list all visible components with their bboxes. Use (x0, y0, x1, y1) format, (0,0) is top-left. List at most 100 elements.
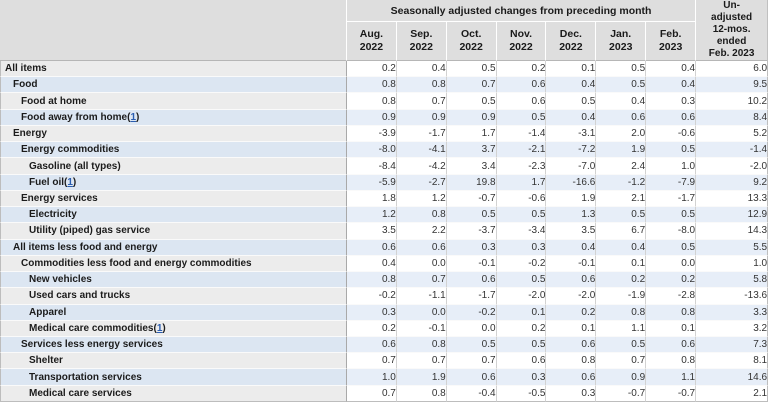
value-cell: -2.0 (546, 288, 597, 305)
value-cell: 0.8 (396, 77, 447, 94)
value-cell: 0.8 (396, 385, 447, 402)
value-cell: 0.5 (446, 61, 497, 78)
footnote-link[interactable]: 1 (67, 176, 73, 188)
value-cell: 5.2 (696, 125, 768, 143)
value-cell: -0.7 (596, 385, 647, 402)
value-cell: 0.4 (396, 61, 447, 78)
value-cell: 3.3 (696, 304, 768, 321)
value-cell: 0.5 (496, 109, 547, 126)
value-cell: -1.7 (396, 125, 447, 143)
value-cell: 2.0 (596, 125, 647, 143)
row-label: Energy (0, 125, 347, 143)
row-label: Medical care commodities(1) (0, 320, 347, 337)
value-cell: -2.0 (696, 158, 768, 175)
value-cell: -0.2 (496, 255, 547, 273)
month-column-header: Feb. 2023 (646, 22, 697, 61)
value-cell: -7.0 (546, 158, 597, 175)
value-cell: 0.1 (546, 61, 597, 78)
table-row: New vehicles 0.8 0.7 0.6 0.5 0.6 0.2 0.2 5.8 (0, 272, 768, 289)
month-column-header: Sep. 2022 (396, 22, 447, 61)
value-cell: -0.2 (347, 288, 397, 305)
value-cell: -3.9 (347, 125, 397, 143)
value-cell: 10.2 (696, 93, 768, 110)
value-cell: 2.1 (696, 385, 768, 402)
value-cell: 0.6 (546, 369, 597, 386)
value-cell: 0.4 (546, 77, 597, 94)
value-cell: 0.7 (446, 353, 497, 370)
value-cell: -2.3 (496, 158, 547, 175)
month-column-header: Dec. 2022 (546, 22, 597, 61)
table-row: Shelter 0.7 0.7 0.7 0.6 0.8 0.7 0.8 8.1 (0, 353, 768, 370)
value-cell: -7.2 (546, 142, 597, 159)
value-cell: 0.5 (446, 336, 497, 354)
value-cell: 0.0 (396, 304, 447, 321)
value-cell: -1.9 (596, 288, 647, 305)
value-cell: 13.3 (696, 190, 768, 208)
value-cell: 0.8 (646, 304, 697, 321)
value-cell: 3.7 (446, 142, 497, 159)
value-cell: 1.9 (546, 190, 597, 208)
value-cell: 0.6 (446, 272, 497, 289)
value-cell: 14.3 (696, 223, 768, 240)
value-cell: -1.2 (596, 174, 647, 191)
table-row: Energy commodities -8.0 -4.1 3.7 -2.1 -7.2 1.9… (0, 142, 768, 159)
value-cell: 0.6 (646, 336, 697, 354)
value-cell: 2.1 (596, 190, 647, 208)
value-cell: 0.8 (546, 353, 597, 370)
value-cell: 0.5 (446, 207, 497, 224)
value-cell: 1.0 (696, 255, 768, 273)
value-cell: 5.5 (696, 239, 768, 256)
value-cell: -2.8 (646, 288, 697, 305)
value-cell: -8.0 (646, 223, 697, 240)
value-cell: 0.3 (446, 239, 497, 256)
value-cell: 0.9 (446, 109, 497, 126)
value-cell: -2.0 (496, 288, 547, 305)
value-cell: 14.6 (696, 369, 768, 386)
value-cell: 0.4 (646, 61, 697, 78)
value-cell: 0.8 (347, 77, 397, 94)
row-label: Services less energy services (0, 336, 347, 354)
value-cell: 0.6 (396, 239, 447, 256)
value-cell: 0.8 (396, 336, 447, 354)
value-cell: 0.6 (496, 353, 547, 370)
value-cell: 0.0 (646, 255, 697, 273)
row-label: All items less food and energy (0, 239, 347, 256)
value-cell: 0.5 (446, 93, 497, 110)
value-cell: -2.7 (396, 174, 447, 191)
table-row: Used cars and trucks -0.2 -1.1 -1.7 -2.0 -2.0… (0, 288, 768, 305)
value-cell: 3.5 (347, 223, 397, 240)
value-cell: 0.5 (646, 142, 697, 159)
value-cell: -0.4 (446, 385, 497, 402)
value-cell: 0.2 (496, 320, 547, 337)
row-label: New vehicles (0, 272, 347, 289)
value-cell: -7.9 (646, 174, 697, 191)
value-cell: 0.1 (496, 304, 547, 321)
row-label: Transportation services (0, 369, 347, 386)
seasonally-adjusted-header: Seasonally adjusted changes from precedi… (347, 0, 697, 22)
value-cell: 0.8 (596, 304, 647, 321)
footnote-link[interactable]: 1 (156, 322, 163, 334)
value-cell: 0.1 (646, 320, 697, 337)
value-cell: 0.8 (646, 353, 697, 370)
value-cell: -2.1 (496, 142, 547, 159)
table-row: All items less food and energy 0.6 0.6 0.3 0… (0, 239, 768, 256)
value-cell: 0.3 (546, 385, 597, 402)
value-cell: -3.1 (546, 125, 597, 143)
value-cell: 0.7 (347, 353, 397, 370)
value-cell: 3.5 (546, 223, 597, 240)
footnote-link[interactable]: 1 (130, 111, 137, 123)
value-cell: 8.4 (696, 109, 768, 126)
value-cell: 1.7 (496, 174, 547, 191)
value-cell: 0.7 (347, 385, 397, 402)
value-cell: 0.5 (546, 93, 597, 110)
value-cell: 12.9 (696, 207, 768, 224)
value-cell: 0.4 (347, 255, 397, 273)
table-row: Apparel 0.3 0.0 -0.2 0.1 0.2 0.8 0.8 3.3 (0, 304, 768, 321)
row-label: Fuel oil(1) (0, 174, 347, 191)
value-cell: 0.7 (396, 93, 447, 110)
value-cell: 2.4 (596, 158, 647, 175)
row-label: Food (0, 77, 347, 94)
value-cell: 0.6 (347, 239, 397, 256)
month-column-header: Jan. 2023 (596, 22, 647, 61)
value-cell: 0.1 (546, 320, 597, 337)
